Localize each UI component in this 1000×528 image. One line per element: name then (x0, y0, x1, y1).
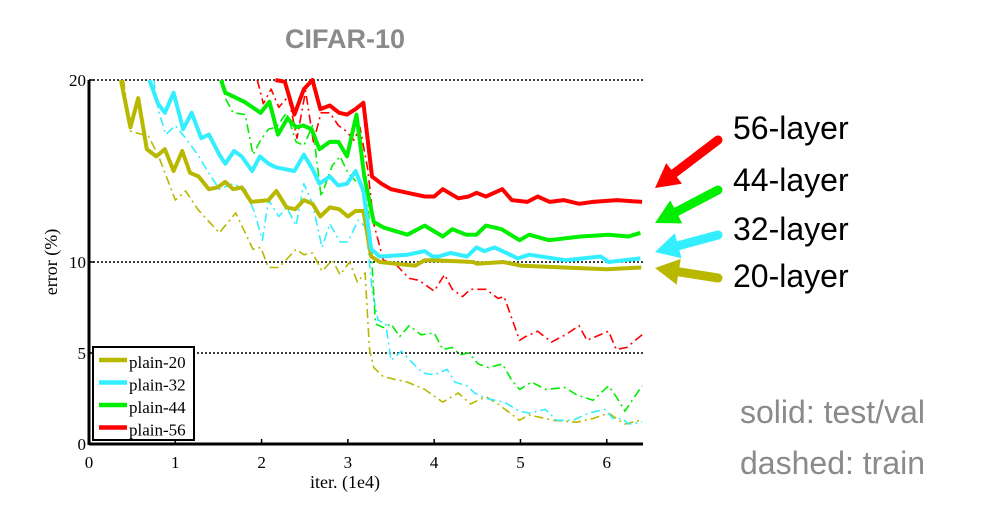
x-tick-label: 1 (171, 453, 180, 472)
arrow-icon-20-layer (655, 258, 681, 285)
series-line-plain-44-train (222, 79, 643, 413)
arrow-icon-32-layer (655, 233, 682, 259)
y-tick-label: 5 (78, 344, 87, 363)
legend-label-plain-20: plain-20 (129, 353, 186, 372)
arrow-shaft-56-layer (669, 135, 723, 178)
legend: plain-20 plain-32 plain-44 plain-56 (92, 346, 195, 441)
y-tick-label: 0 (78, 435, 87, 454)
series-line-plain-44 (219, 79, 641, 243)
x-tick-label: 2 (257, 453, 266, 472)
series-line-plain-56 (275, 78, 643, 206)
x-tick-label: 5 (516, 453, 525, 472)
legend-box (92, 346, 195, 441)
note-solid: solid: test/val (740, 394, 925, 430)
series-line-plain-32-train (152, 79, 643, 425)
y-axis-label: error (%) (41, 229, 62, 295)
arrow-shaft-20-layer (674, 267, 723, 283)
legend-label-plain-32: plain-32 (129, 376, 186, 395)
label-56-layer: 56-layer (733, 110, 849, 146)
series-line-plain-20-train (122, 79, 641, 425)
label-20-layer: 20-layer (733, 258, 849, 294)
series-line-plain-20 (118, 79, 642, 272)
series-line-plain-32 (147, 79, 641, 264)
series-group (118, 78, 643, 425)
label-44-layer: 44-layer (733, 162, 849, 198)
x-tick-label: 0 (85, 453, 94, 472)
legend-label-plain-44: plain-44 (129, 398, 186, 417)
x-tick-label: 6 (603, 453, 612, 472)
y-tick-label: 10 (69, 253, 86, 272)
x-tick-label: 4 (430, 453, 439, 472)
arrow-shaft-32-layer (673, 230, 723, 251)
arrow-icon-56-layer (655, 163, 682, 188)
label-32-layer: 32-layer (733, 211, 849, 247)
arrow-icon-44-layer (655, 200, 683, 224)
chart-title: CIFAR-10 (284, 24, 406, 54)
note-dashed: dashed: train (740, 445, 926, 481)
y-tick-label: 20 (69, 71, 86, 90)
x-axis-label: iter. (1e4) (310, 472, 380, 493)
x-tick-label: 3 (344, 453, 353, 472)
series-line-plain-56-train (256, 79, 643, 351)
arrow-shaft-44-layer (671, 185, 723, 217)
legend-label-plain-56: plain-56 (129, 421, 186, 440)
